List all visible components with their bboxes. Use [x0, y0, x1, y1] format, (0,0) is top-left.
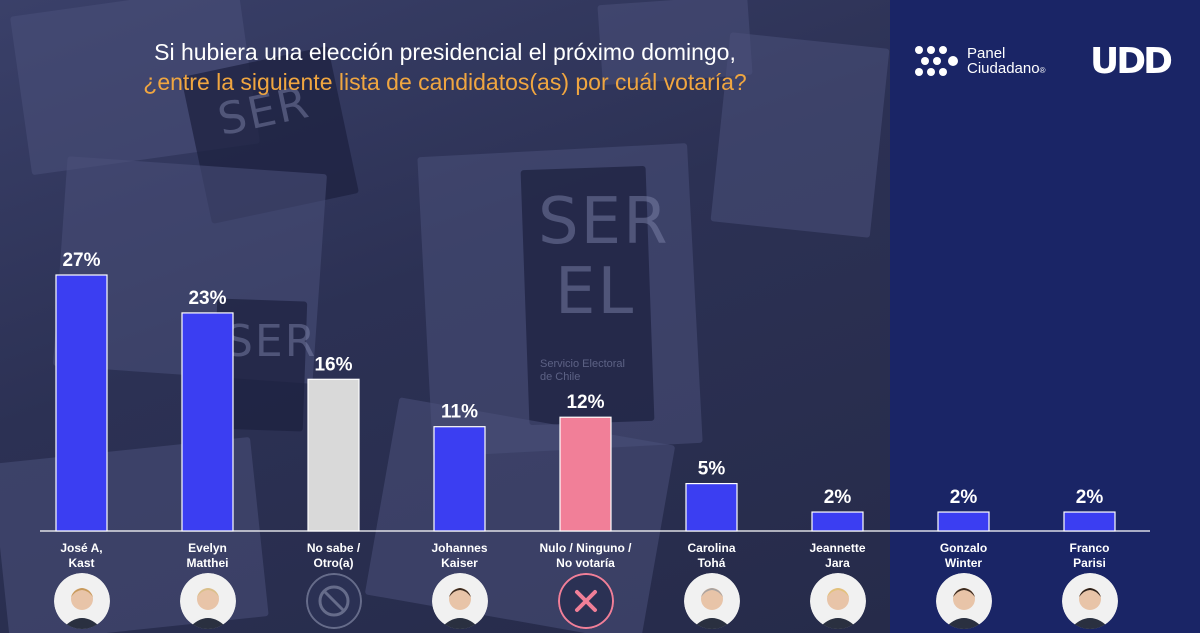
ballot-text-side: SER [225, 316, 318, 367]
candidate-photo-8 [935, 573, 992, 629]
no-answer-icon [305, 573, 362, 629]
page-title: Si hubiera una elección presidencial el … [40, 37, 850, 97]
registered-mark: ® [1039, 66, 1046, 75]
value-label-4: 11% [441, 402, 478, 423]
value-label-3: 16% [314, 354, 352, 375]
bar-5 [559, 416, 612, 532]
value-label-6: 5% [698, 459, 726, 480]
panel-logo-line1: Panel [967, 45, 1006, 62]
candidate-photo-1 [53, 573, 110, 629]
value-label-9: 2% [1076, 487, 1104, 508]
category-label-4: Johannes Kaiser [431, 541, 488, 570]
candidate-photo-2 [179, 573, 236, 629]
bar-2 [181, 312, 234, 532]
category-label-7: Jeannette Jara [809, 541, 866, 570]
candidate-photo-6 [683, 573, 740, 629]
panel-dots-icon [915, 46, 958, 76]
value-label-8: 2% [950, 487, 978, 508]
category-label-3: No sabe / Otro(a) [306, 541, 361, 570]
panel-ciudadano-logo: Panel Ciudadano® [913, 42, 1045, 82]
value-label-2: 23% [188, 288, 226, 309]
category-label-8: Gonzalo Winter [939, 541, 988, 570]
panel-logo-line2: Ciudadano [967, 60, 1040, 77]
bar-7 [811, 511, 864, 532]
value-label-1: 27% [62, 250, 100, 271]
ballot-caption: Servicio Electoral de Chile [540, 358, 625, 383]
ballot-text-large-2: EL [555, 255, 636, 329]
category-label-2: Evelyn Matthei [186, 541, 229, 570]
null-vote-icon [557, 573, 614, 629]
bar-8 [937, 511, 990, 532]
title-line-2: ¿entre la siguiente lista de candidatos(… [143, 69, 747, 95]
category-label-9: Franco Parisi [1069, 541, 1110, 570]
title-line-1: Si hubiera una elección presidencial el … [154, 39, 736, 65]
value-label-5: 12% [566, 392, 604, 413]
bar-3 [307, 378, 360, 532]
category-label-1: José A, Kast [60, 541, 103, 570]
udd-logo: UDD [1090, 41, 1173, 82]
bar-6 [685, 482, 738, 532]
value-label-7: 2% [824, 487, 852, 508]
bar-9 [1063, 511, 1116, 532]
candidate-photo-4 [431, 573, 488, 629]
bar-4 [433, 426, 486, 532]
ballot-text-large: SER [538, 185, 670, 259]
candidate-photo-7 [809, 573, 866, 629]
candidate-photo-9 [1061, 573, 1118, 629]
category-label-5: Nulo / Ninguno / No votaría [539, 541, 632, 570]
bar-1 [55, 274, 108, 532]
category-label-6: Carolina Tohá [687, 541, 736, 570]
